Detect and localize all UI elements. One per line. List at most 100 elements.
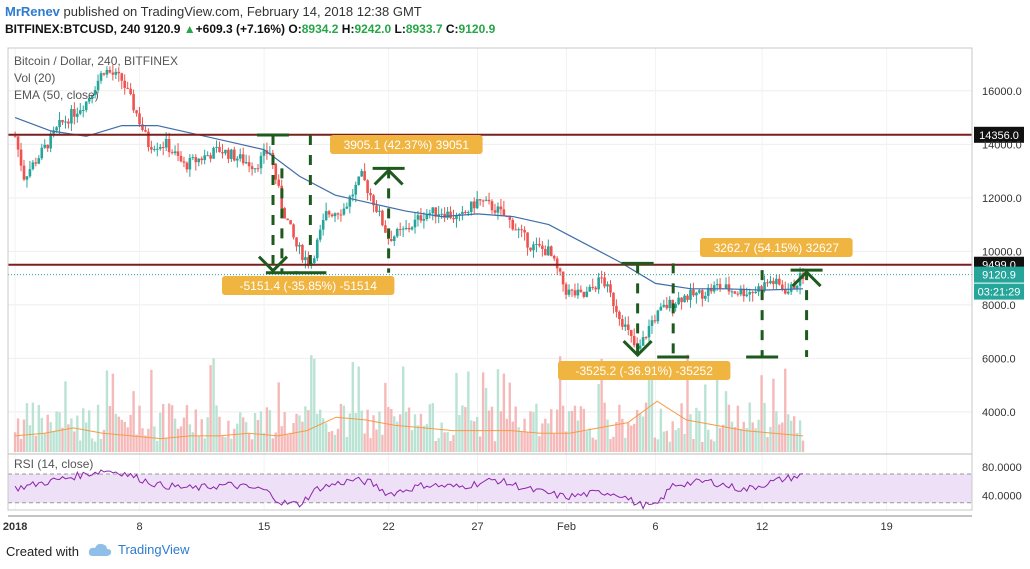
volume-bar — [132, 391, 135, 452]
candle-body — [641, 337, 645, 346]
candle-body — [206, 155, 209, 157]
candle-body — [61, 120, 64, 123]
volume-bar — [241, 417, 245, 452]
candle-body — [618, 311, 621, 320]
volume-bar — [766, 437, 769, 452]
author-link[interactable]: MrRenev — [5, 4, 60, 19]
volume-bar — [458, 415, 461, 452]
rsi-line — [14, 469, 804, 510]
volume-bar — [49, 422, 52, 452]
volume-bar — [579, 406, 583, 452]
candle-body — [123, 80, 127, 88]
candle-body — [582, 291, 586, 297]
candle-body — [247, 162, 251, 167]
candle-body — [164, 138, 168, 148]
volume-bar — [553, 433, 556, 452]
volume-bar — [778, 424, 781, 452]
volume-bar — [550, 409, 553, 452]
candle-body — [603, 277, 606, 287]
volume-bar — [153, 426, 156, 452]
volume-bar — [561, 405, 565, 452]
volume-bar — [668, 441, 671, 452]
volume-bar — [40, 417, 43, 452]
last-price-label: 9120.9 — [982, 270, 1016, 282]
candle-body — [398, 229, 402, 231]
volume-bar — [478, 436, 482, 452]
candle-body — [34, 162, 38, 164]
volume-bar — [233, 428, 236, 452]
volume-bar — [544, 418, 547, 452]
volume-bar — [256, 420, 260, 452]
volume-bar — [167, 403, 171, 452]
volume-bar — [514, 406, 517, 452]
candle-body — [129, 88, 132, 95]
volume-bar — [413, 414, 417, 452]
volume-bar — [401, 366, 405, 452]
candle-body — [573, 290, 577, 296]
candle-body — [502, 209, 506, 217]
low-value: 8933.7 — [405, 22, 443, 36]
volume-bar — [470, 420, 473, 452]
volume-bar — [348, 413, 352, 452]
candle-body — [701, 290, 704, 299]
last-price: 9120.9 — [143, 22, 181, 36]
volume-bar — [129, 414, 132, 452]
candle-body — [638, 345, 642, 349]
volume-bar — [558, 356, 562, 452]
volume-bar — [244, 422, 248, 452]
volume-bar — [505, 418, 509, 452]
candle-body — [256, 168, 260, 170]
volume-bar — [795, 432, 799, 452]
candle-body — [677, 297, 680, 305]
candle-body — [153, 149, 156, 151]
volume-bar — [126, 427, 129, 452]
candle-body — [209, 155, 212, 159]
volume-bar — [345, 437, 349, 452]
candle-body — [612, 292, 615, 306]
rsi-pane — [8, 469, 972, 510]
volume-bar — [635, 409, 639, 452]
volume-bar — [259, 411, 263, 452]
volume-bar — [520, 431, 523, 452]
volume-bar — [698, 410, 701, 452]
candle-body — [235, 158, 239, 161]
volume-bar — [43, 433, 46, 452]
candle-body — [93, 90, 97, 95]
volume-bar — [789, 420, 793, 452]
tradingview-brand[interactable]: TradingView — [88, 542, 190, 557]
volume-bar — [289, 432, 292, 452]
candle-body — [413, 219, 417, 228]
volume-bar — [301, 421, 304, 452]
volume-bar — [564, 431, 568, 452]
candle-body — [609, 284, 612, 293]
candle-body — [659, 306, 663, 311]
volume-bar — [339, 403, 343, 452]
publish-line: MrRenev published on TradingView.com, Fe… — [5, 4, 422, 19]
volume-bar — [372, 415, 375, 452]
volume-bar — [638, 413, 642, 452]
volume-bar — [588, 428, 591, 452]
volume-bar — [265, 407, 269, 452]
volume-bar — [476, 416, 479, 452]
volume-bar — [647, 369, 651, 452]
volume-bar — [627, 422, 630, 452]
candle-body — [552, 255, 556, 259]
candle-body — [458, 214, 461, 216]
candle-body — [585, 291, 589, 297]
volume-bar — [206, 417, 209, 452]
candle-body — [84, 101, 88, 110]
y-tick-label: 16000.0 — [982, 86, 1022, 98]
candle-body — [570, 289, 574, 291]
candle-body — [621, 319, 624, 327]
candle-body — [653, 320, 657, 322]
measurement-drawings[interactable]: 3905.1 (42.37%) 39051 -5151.4 (-35.85%) -… — [222, 133, 853, 380]
candle-body — [395, 229, 399, 237]
volume-bar — [105, 370, 109, 452]
volume-bar — [182, 417, 186, 452]
candle-body — [404, 227, 408, 229]
volume-bar — [464, 407, 467, 452]
volume-bar — [745, 427, 748, 452]
candle-body — [600, 277, 603, 279]
volume-bar — [203, 438, 206, 452]
